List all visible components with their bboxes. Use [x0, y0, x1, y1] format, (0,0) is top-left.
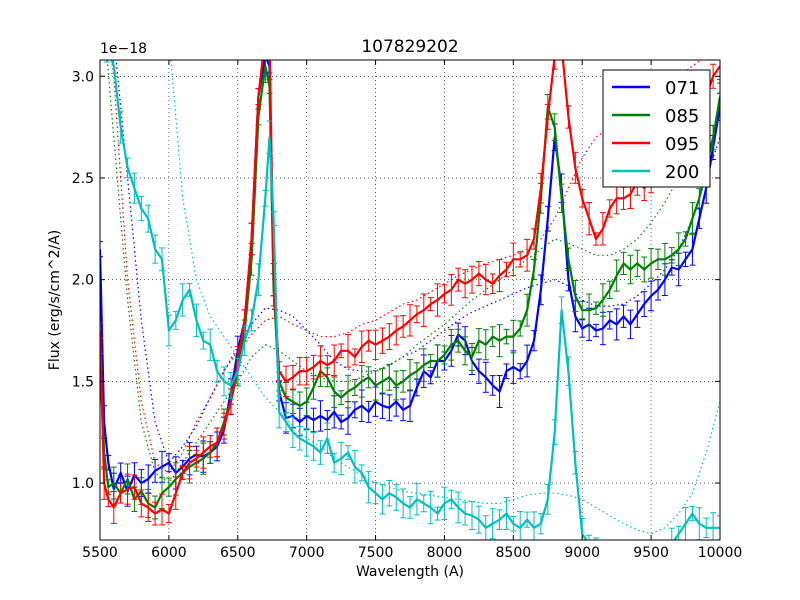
- legend-label: 071: [665, 78, 699, 99]
- series-200: [103, 60, 720, 540]
- x-tick-label: 7000: [289, 545, 325, 561]
- legend-label: 095: [665, 134, 699, 155]
- model-curve-095-model: [110, 60, 702, 474]
- y-tick-label: 1.0: [72, 476, 94, 492]
- x-tick-label: 8000: [427, 545, 463, 561]
- plot-frame: [99, 59, 721, 541]
- x-tick-label: 5500: [82, 545, 118, 561]
- legend: 071 085 095 200: [602, 69, 711, 188]
- model-curves: [106, 60, 720, 535]
- series-line-085: [100, 64, 720, 509]
- data-series: [100, 60, 720, 540]
- series-line-095: [100, 60, 720, 515]
- series-line-200: [110, 60, 720, 540]
- x-tick-label: 10000: [698, 545, 743, 561]
- x-axis-label: Wavelength (A): [356, 564, 464, 580]
- legend-label: 200: [665, 162, 699, 183]
- series-095: [100, 60, 720, 526]
- legend-box: [602, 69, 711, 188]
- y-offset-label: 1e−18: [100, 41, 147, 57]
- y-tick-label: 2.0: [72, 273, 94, 289]
- y-axis-label: Flux (erg/s/cm^2/A): [47, 230, 63, 370]
- legend-label: 085: [665, 106, 699, 127]
- x-tick-label: 6000: [151, 545, 187, 561]
- chart-title: 107829202: [361, 37, 458, 57]
- axis-ticks: 5500 6000 6500 7000 7500 8000 8500 9000 9500 1000…: [72, 60, 743, 561]
- y-tick-label: 2.5: [72, 171, 94, 187]
- x-tick-label: 6500: [220, 545, 256, 561]
- y-tick-label: 1.5: [72, 374, 94, 390]
- x-tick-label: 7500: [358, 545, 394, 561]
- y-tick-label: 3.0: [72, 69, 94, 85]
- model-curve-085-model: [106, 60, 720, 484]
- x-tick-label: 9000: [564, 545, 600, 561]
- x-tick-label: 8500: [496, 545, 532, 561]
- x-tick-label: 9500: [633, 545, 669, 561]
